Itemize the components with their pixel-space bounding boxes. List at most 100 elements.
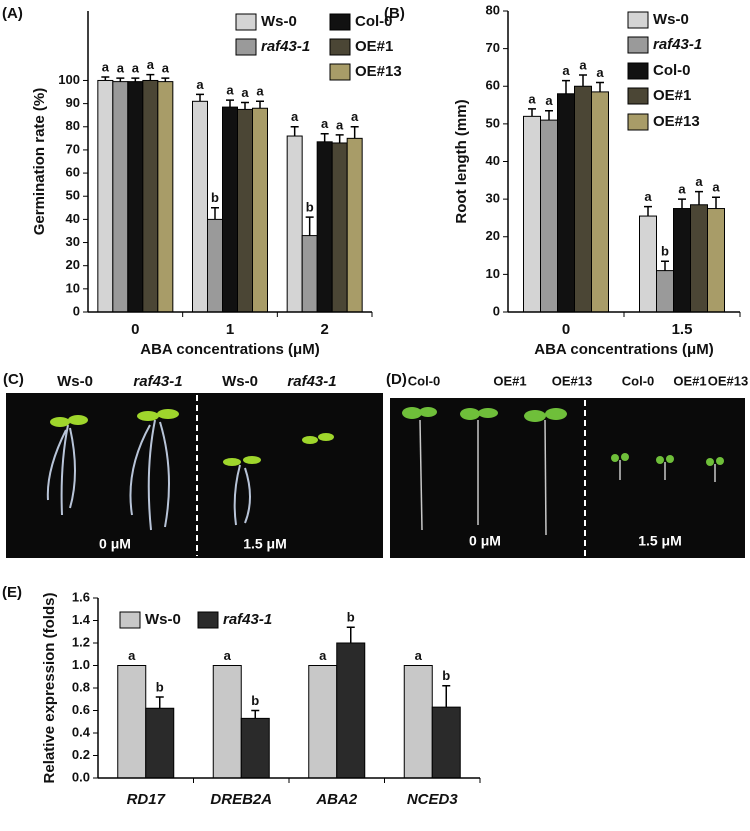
y-tick-label: 0 [493, 303, 500, 318]
y-tick-label: 60 [66, 165, 80, 180]
y-tick-label: 50 [486, 115, 500, 130]
significance-letter: a [196, 77, 204, 92]
significance-letter: a [241, 85, 249, 100]
legend-swatch [329, 38, 351, 56]
legend-swatch [235, 38, 257, 56]
y-tick-label: 30 [486, 191, 500, 206]
significance-letter: a [256, 84, 264, 99]
genotype-label: raf43-1 [133, 373, 182, 390]
significance-letter: b [156, 679, 164, 694]
bar [639, 215, 657, 313]
y-tick-label: 70 [486, 40, 500, 55]
bar [301, 235, 318, 313]
significance-letter: a [351, 109, 359, 124]
legend-label: Ws-0 [261, 13, 297, 30]
x-tick-label: 1.5 [672, 321, 693, 338]
significance-letter: a [545, 93, 553, 108]
bar [690, 204, 708, 313]
error-bar [442, 685, 451, 708]
concentration-label: 1.5 μM [243, 536, 287, 552]
bar [145, 707, 175, 779]
legend-swatch [627, 113, 649, 131]
legend-swatch [627, 62, 649, 80]
error-bar [146, 73, 155, 81]
y-tick-label: 0.0 [72, 769, 90, 784]
error-bar [256, 100, 264, 109]
error-bar [562, 79, 570, 94]
error-bar [661, 260, 669, 271]
legend-label: Ws-0 [653, 11, 689, 28]
error-bar [116, 77, 125, 82]
significance-letter: a [319, 648, 327, 663]
significance-letter: b [661, 244, 669, 259]
error-bar [251, 709, 260, 719]
legend-label: raf43-1 [223, 611, 272, 628]
error-bar [241, 101, 249, 110]
legend-swatch [197, 611, 219, 629]
error-bar [346, 626, 355, 643]
significance-letter: a [695, 174, 703, 189]
x-axis-label: ABA concentrations (μM) [534, 341, 713, 358]
legend-swatch [627, 11, 649, 29]
bar [316, 141, 333, 313]
y-axis-label: Root length (mm) [453, 99, 470, 223]
legend-label: Ws-0 [145, 611, 181, 628]
bar [591, 91, 609, 313]
bar [240, 717, 270, 779]
bar [286, 135, 303, 313]
y-tick-label: 1.0 [72, 657, 90, 672]
y-tick-label: 40 [486, 153, 500, 168]
bar [673, 208, 691, 313]
x-tick-label: 1 [226, 321, 234, 338]
concentration-label: 0 μM [469, 533, 501, 549]
panel-label: (B) [384, 5, 405, 22]
y-tick-label: 0.6 [72, 702, 90, 717]
x-axis-label: ABA concentrations (μM) [140, 341, 319, 358]
y-tick-label: 20 [66, 257, 80, 272]
error-bar [335, 134, 344, 143]
legend-label: OE#13 [653, 113, 700, 130]
roots [46, 419, 251, 531]
leaves [402, 407, 724, 466]
significance-letter: a [562, 63, 570, 78]
legend-swatch [329, 13, 351, 31]
bar [308, 665, 338, 779]
legend-label: raf43-1 [261, 38, 310, 55]
genotype-label: OE#13 [708, 373, 748, 388]
panel-label: (A) [2, 5, 23, 22]
error-bar [579, 74, 587, 87]
error-bar [528, 108, 536, 117]
significance-letter: b [442, 668, 450, 683]
roots [419, 419, 716, 536]
y-tick-label: 1.4 [72, 612, 91, 627]
panel-label: (D) [386, 371, 407, 388]
legend-swatch [627, 36, 649, 54]
y-tick-label: 30 [66, 234, 80, 249]
error-bar [226, 99, 234, 108]
genotype-label: Ws-0 [222, 373, 258, 390]
bar [403, 665, 433, 779]
bar [431, 706, 461, 779]
significance-letter: a [132, 61, 140, 76]
bar [142, 79, 159, 313]
bar [222, 106, 238, 313]
legend-label: OE#1 [653, 87, 691, 104]
error-bar [101, 76, 110, 81]
significance-letter: a [226, 83, 234, 98]
x-tick-label: RD17 [127, 791, 166, 808]
y-tick-label: 0.8 [72, 679, 90, 694]
bar [117, 665, 147, 779]
legend-swatch [235, 13, 257, 31]
bar [346, 137, 363, 313]
significance-letter: b [306, 200, 314, 215]
genotype-label: OE#13 [552, 373, 592, 388]
significance-letter: a [321, 116, 329, 131]
bar [336, 642, 366, 779]
bar [574, 85, 592, 313]
significance-letter: a [528, 91, 536, 106]
bar [192, 100, 208, 313]
panel-label: (C) [3, 371, 24, 388]
y-tick-label: 80 [66, 118, 80, 133]
